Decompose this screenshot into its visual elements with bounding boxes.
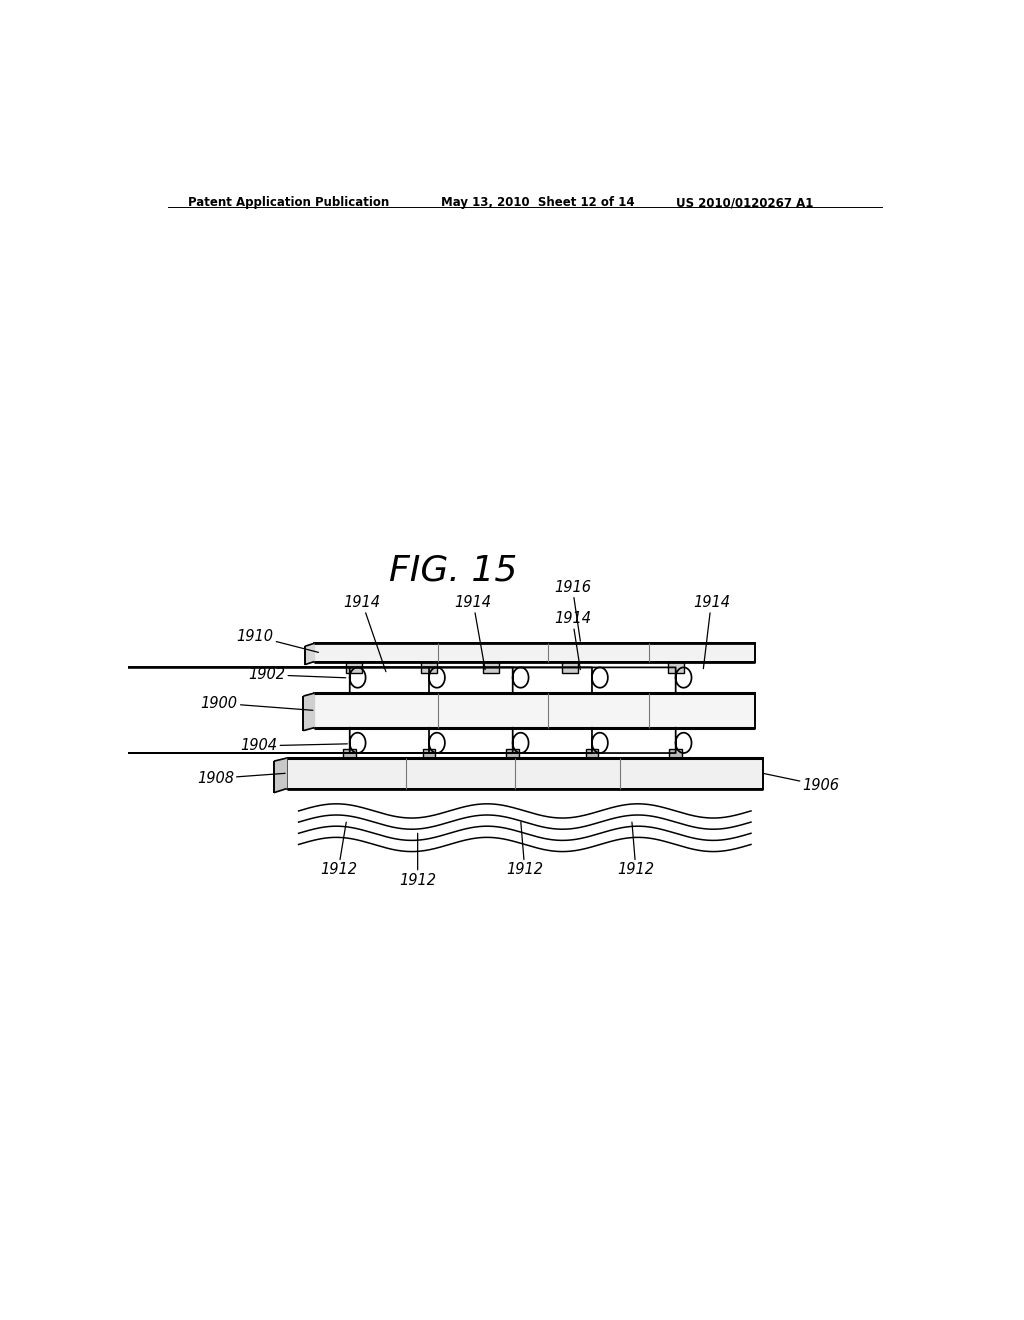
Text: FIG. 15: FIG. 15 [389,553,517,587]
Text: 1900: 1900 [201,696,313,710]
Text: 1912: 1912 [617,822,654,878]
Text: 1912: 1912 [319,822,356,878]
Text: 1914: 1914 [344,595,386,672]
Bar [423,748,435,758]
Text: 1908: 1908 [197,771,285,785]
Bar [506,748,519,758]
Text: US 2010/0120267 A1: US 2010/0120267 A1 [676,195,813,209]
Text: 1904: 1904 [241,738,347,754]
Bar [670,748,682,758]
Text: 1914: 1914 [554,611,591,669]
Text: 1912: 1912 [506,822,544,878]
Bar [482,661,499,673]
Polygon shape [303,693,314,731]
Text: 1914: 1914 [455,595,492,669]
Text: 1912: 1912 [399,833,436,887]
Text: May 13, 2010  Sheet 12 of 14: May 13, 2010 Sheet 12 of 14 [441,195,635,209]
Bar [314,643,755,661]
Text: 1914: 1914 [693,595,730,669]
Bar [421,661,437,673]
Text: 1902: 1902 [249,667,346,682]
Bar [314,693,755,727]
Polygon shape [274,758,287,792]
Bar [562,661,578,673]
Bar [346,661,362,673]
Bar [668,661,684,673]
Bar [586,748,598,758]
Text: 1906: 1906 [763,774,840,793]
Text: Patent Application Publication: Patent Application Publication [187,195,389,209]
Polygon shape [305,643,314,664]
Bar [287,758,763,788]
Text: 1916: 1916 [554,579,591,642]
Bar [343,748,356,758]
Text: 1910: 1910 [237,628,318,652]
